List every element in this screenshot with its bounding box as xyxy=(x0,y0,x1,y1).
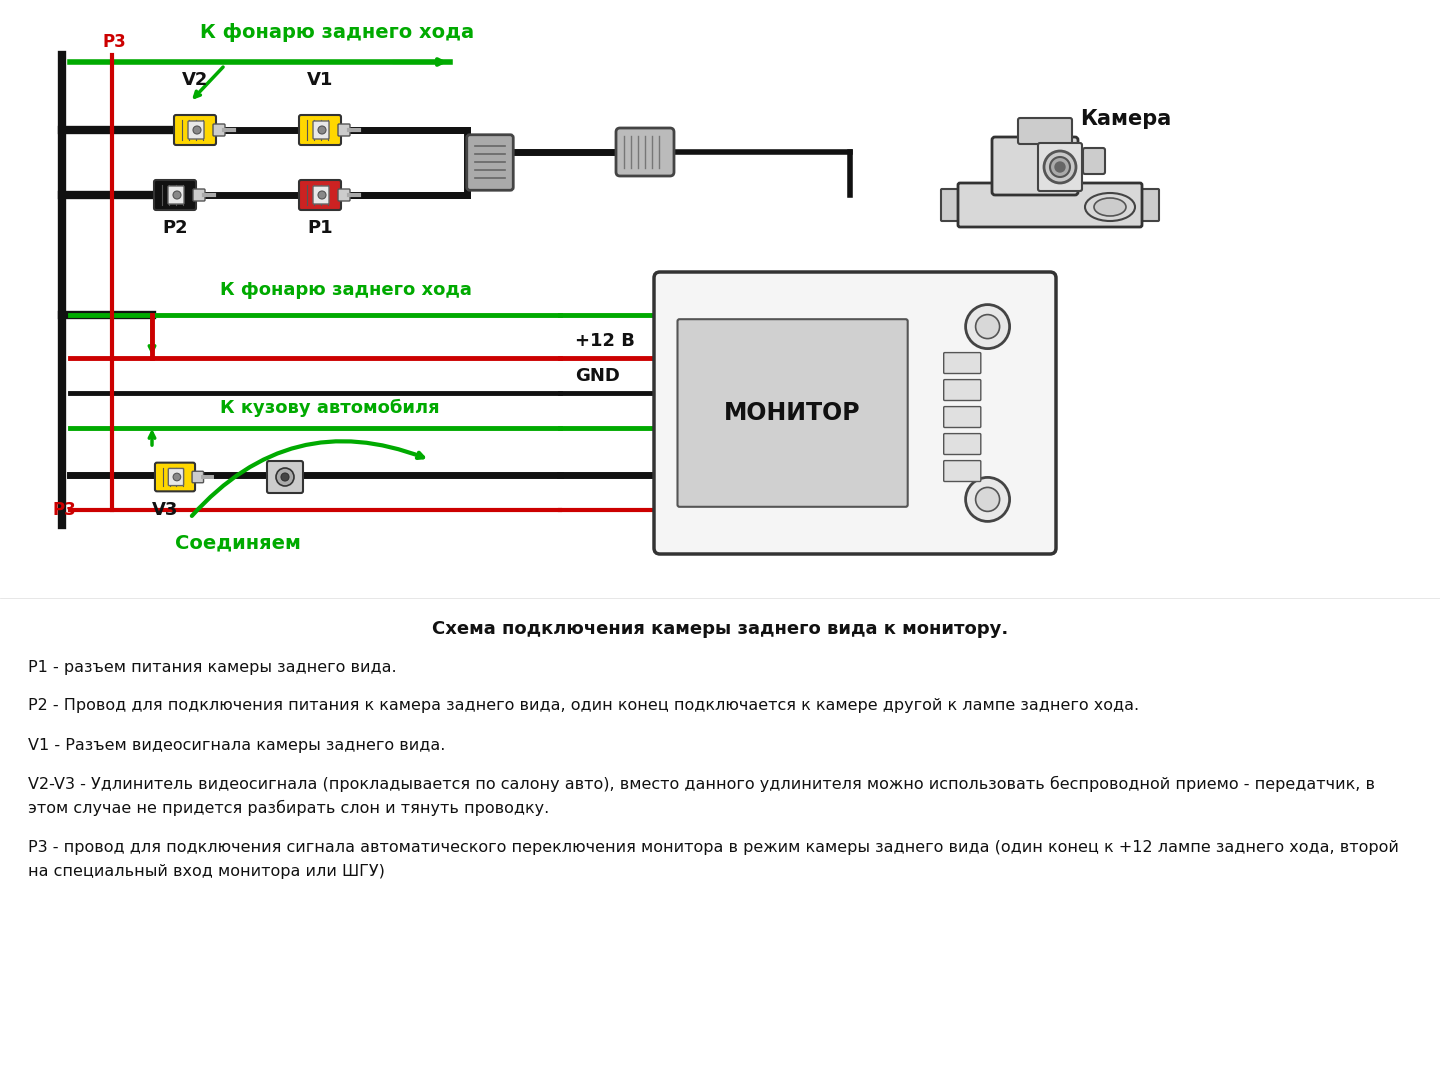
FancyBboxPatch shape xyxy=(189,121,204,139)
Text: P2: P2 xyxy=(163,219,187,237)
Circle shape xyxy=(318,191,325,199)
FancyBboxPatch shape xyxy=(943,461,981,481)
Text: P1 - разъем питания камеры заднего вида.: P1 - разъем питания камеры заднего вида. xyxy=(27,660,396,675)
Circle shape xyxy=(1056,162,1066,172)
FancyBboxPatch shape xyxy=(958,183,1142,227)
FancyBboxPatch shape xyxy=(338,189,350,202)
Ellipse shape xyxy=(1084,193,1135,221)
Ellipse shape xyxy=(1094,198,1126,215)
FancyBboxPatch shape xyxy=(192,472,203,482)
FancyBboxPatch shape xyxy=(940,189,965,221)
Circle shape xyxy=(173,191,181,199)
FancyBboxPatch shape xyxy=(943,406,981,428)
Text: +12 В: +12 В xyxy=(575,332,635,349)
FancyBboxPatch shape xyxy=(943,433,981,455)
FancyBboxPatch shape xyxy=(1038,143,1081,191)
Text: P1: P1 xyxy=(307,219,333,237)
Circle shape xyxy=(173,473,180,481)
FancyBboxPatch shape xyxy=(312,187,328,204)
FancyBboxPatch shape xyxy=(300,180,341,210)
FancyBboxPatch shape xyxy=(168,468,184,486)
FancyBboxPatch shape xyxy=(154,180,196,210)
Text: Камера: Камера xyxy=(1080,109,1171,129)
FancyBboxPatch shape xyxy=(943,353,981,373)
FancyBboxPatch shape xyxy=(943,379,981,401)
FancyBboxPatch shape xyxy=(467,135,513,190)
FancyBboxPatch shape xyxy=(1018,118,1071,144)
FancyBboxPatch shape xyxy=(1083,148,1104,174)
Text: V1 - Разъем видеосигнала камеры заднего вида.: V1 - Разъем видеосигнала камеры заднего … xyxy=(27,738,445,753)
Text: К фонарю заднего хода: К фонарю заднего хода xyxy=(200,23,474,42)
Text: V3: V3 xyxy=(151,501,179,519)
Text: К фонарю заднего хода: К фонарю заднего хода xyxy=(220,281,472,299)
Text: V1: V1 xyxy=(307,71,333,89)
Text: МОНИТОР: МОНИТОР xyxy=(724,401,861,425)
FancyBboxPatch shape xyxy=(312,121,328,139)
Text: GND: GND xyxy=(575,367,619,385)
Circle shape xyxy=(276,468,294,486)
Text: Схема подключения камеры заднего вида к монитору.: Схема подключения камеры заднего вида к … xyxy=(432,620,1008,638)
Circle shape xyxy=(193,126,202,134)
Circle shape xyxy=(1044,151,1076,183)
Circle shape xyxy=(976,488,999,511)
Circle shape xyxy=(1050,157,1070,177)
Text: Соединяем: Соединяем xyxy=(176,533,301,552)
Text: V2: V2 xyxy=(181,71,209,89)
FancyBboxPatch shape xyxy=(174,115,216,145)
FancyBboxPatch shape xyxy=(193,189,204,202)
FancyBboxPatch shape xyxy=(992,137,1079,195)
Text: V2-V3 - Удлинитель видеосигнала (прокладывается по салону авто), вместо данного : V2-V3 - Удлинитель видеосигнала (проклад… xyxy=(27,776,1375,792)
FancyBboxPatch shape xyxy=(300,115,341,145)
FancyBboxPatch shape xyxy=(677,319,907,507)
FancyBboxPatch shape xyxy=(1135,189,1159,221)
Text: P2 - Провод для подключения питания к камера заднего вида, один конец подключает: P2 - Провод для подключения питания к ка… xyxy=(27,698,1139,713)
Text: Р3 - провод для подключения сигнала автоматического переключения монитора в режи: Р3 - провод для подключения сигнала авто… xyxy=(27,840,1398,855)
FancyBboxPatch shape xyxy=(156,463,194,491)
Text: К кузову автомобиля: К кузову автомобиля xyxy=(220,399,439,417)
Circle shape xyxy=(281,473,289,481)
Text: P3: P3 xyxy=(102,33,125,51)
Text: на специальный вход монитора или ШГУ): на специальный вход монитора или ШГУ) xyxy=(27,864,384,879)
Circle shape xyxy=(966,304,1009,348)
Text: P3: P3 xyxy=(52,501,76,519)
FancyBboxPatch shape xyxy=(213,124,225,136)
Circle shape xyxy=(318,126,325,134)
Text: этом случае не придется разбирать слон и тянуть проводку.: этом случае не придется разбирать слон и… xyxy=(27,800,549,816)
FancyBboxPatch shape xyxy=(654,272,1056,554)
Circle shape xyxy=(976,314,999,339)
FancyBboxPatch shape xyxy=(338,124,350,136)
FancyBboxPatch shape xyxy=(616,128,674,176)
Circle shape xyxy=(966,477,1009,521)
FancyBboxPatch shape xyxy=(266,461,302,493)
FancyBboxPatch shape xyxy=(168,187,184,204)
